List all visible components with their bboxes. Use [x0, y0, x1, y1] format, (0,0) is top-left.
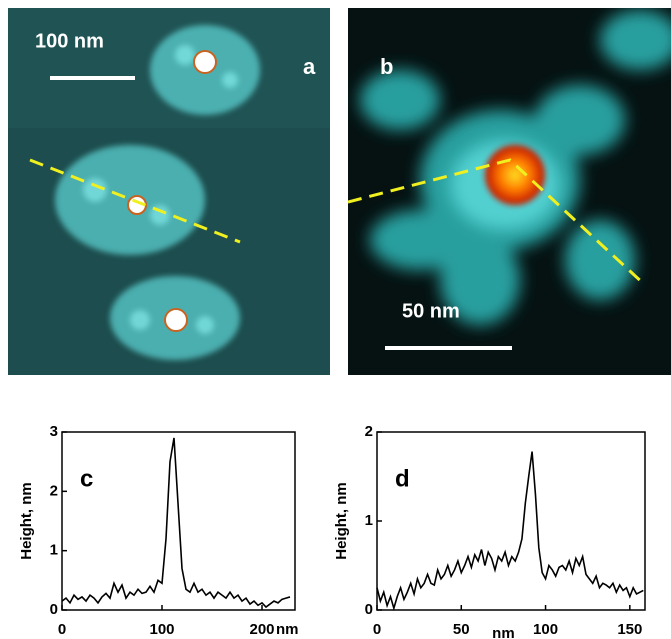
- panel-label: a: [303, 54, 316, 79]
- x-tick-label: 0: [373, 621, 381, 638]
- data-line: [61, 437, 291, 609]
- y-tick-label: 3: [50, 423, 58, 440]
- y-tick-label: 0: [365, 601, 373, 618]
- data-line: [376, 451, 644, 612]
- y-axis-label: Height, nm: [333, 482, 350, 560]
- image-a: 100 nm a: [8, 8, 330, 375]
- x-tick-label: 150: [617, 621, 642, 638]
- plot-frame: [61, 431, 296, 611]
- x-axis-label: nm: [276, 621, 299, 638]
- y-tick-label: 2: [365, 423, 373, 440]
- y-tick-label: 0: [50, 601, 58, 618]
- x-axis-label: nm: [492, 625, 515, 639]
- y-tick-label: 1: [50, 542, 58, 559]
- panel-label: b: [380, 54, 393, 79]
- y-tick-label: 2: [50, 482, 58, 499]
- x-tick-label: 50: [453, 621, 470, 638]
- x-tick-label: 100: [533, 621, 558, 638]
- panel-label: c: [80, 465, 93, 492]
- scale-label: 50 nm: [402, 300, 460, 322]
- y-axis-label: Height, nm: [18, 482, 35, 560]
- y-tick-label: 1: [365, 512, 373, 529]
- panel-label: d: [395, 465, 410, 492]
- x-tick-label: 100: [149, 621, 174, 638]
- x-tick-label: 200: [249, 621, 274, 638]
- image-b: 50 nm b: [348, 8, 671, 375]
- x-tick-label: 0: [58, 621, 66, 638]
- scale-label: 100 nm: [35, 30, 104, 52]
